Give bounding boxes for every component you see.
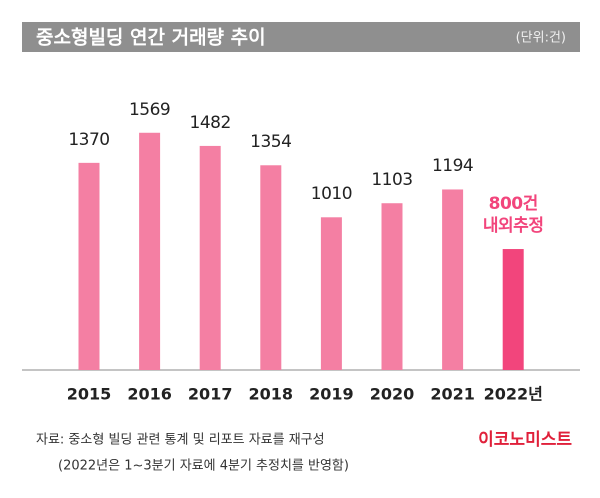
- bar: [442, 189, 464, 370]
- bar: [320, 217, 342, 370]
- x-tick-label: 2019: [309, 385, 354, 404]
- value-label: 1103: [371, 170, 413, 191]
- x-tick-label: 2018: [249, 385, 294, 404]
- brand: 이코노미스트: [478, 430, 572, 450]
- bar: [260, 165, 282, 370]
- x-tick-label: 2017: [188, 385, 233, 404]
- x-tick-label: 2020: [370, 385, 415, 404]
- value-label: 1354: [250, 132, 292, 153]
- bar: [78, 162, 100, 370]
- bar: [502, 249, 524, 370]
- note: (2022년은 1~3분기 자료에 4분기 추정치를 반영함): [58, 459, 349, 474]
- unit-label: (단위:건): [516, 31, 566, 46]
- bar: [381, 203, 403, 370]
- value-label: 1569: [128, 99, 171, 120]
- chart-title: 중소형빌딩 연간 거래량 추이: [36, 27, 266, 49]
- value-label: 1482: [189, 112, 232, 133]
- value-label: 800건 내외추정: [482, 194, 544, 237]
- value-label: 1010: [310, 184, 353, 205]
- x-tick-label: 2022년: [484, 385, 543, 404]
- bar: [199, 145, 221, 370]
- x-tick-label: 2021: [430, 385, 475, 404]
- value-label: 1194: [431, 156, 474, 177]
- x-tick-label: 2016: [127, 385, 172, 404]
- title-bar: [22, 22, 580, 52]
- bar: [139, 132, 161, 370]
- source: 자료: 중소형 빌딩 관련 통계 및 리포트 자료를 재구성: [36, 433, 325, 448]
- x-tick-label: 2015: [67, 385, 112, 404]
- value-label: 1370: [68, 129, 110, 150]
